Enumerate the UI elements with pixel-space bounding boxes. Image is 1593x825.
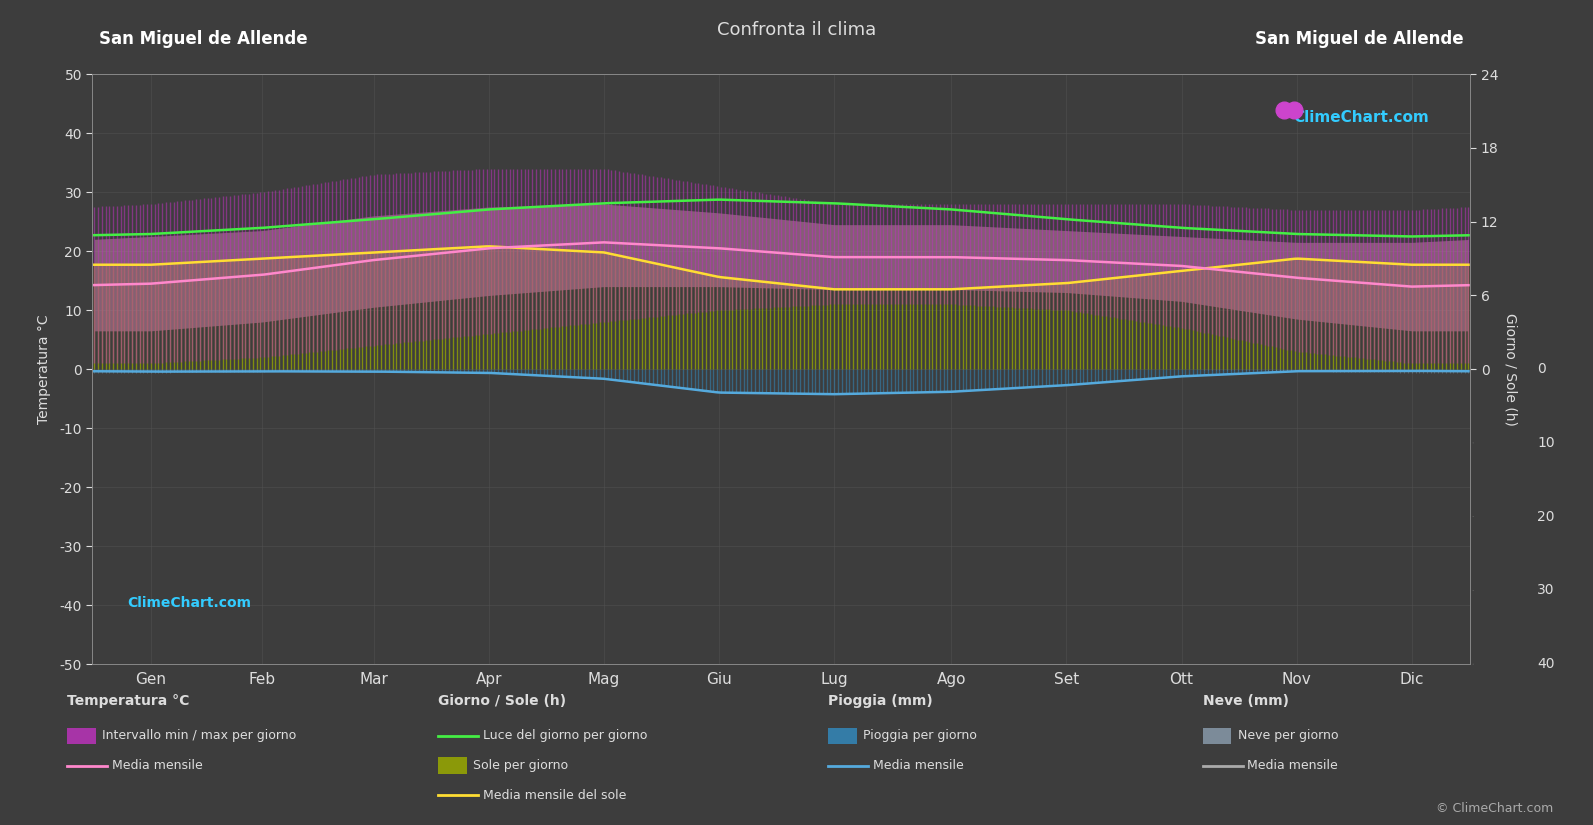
Text: © ClimeChart.com: © ClimeChart.com: [1435, 802, 1553, 815]
Text: Media mensile del sole: Media mensile del sole: [483, 789, 626, 802]
Text: San Miguel de Allende: San Miguel de Allende: [99, 30, 307, 48]
Text: Media mensile: Media mensile: [112, 759, 202, 772]
Text: Neve per giorno: Neve per giorno: [1238, 729, 1338, 742]
Text: Pioggia per giorno: Pioggia per giorno: [863, 729, 977, 742]
Text: Intervallo min / max per giorno: Intervallo min / max per giorno: [102, 729, 296, 742]
Text: Media mensile: Media mensile: [873, 759, 964, 772]
Y-axis label: Giorno / Sole (h): Giorno / Sole (h): [1504, 313, 1518, 426]
Text: 20: 20: [1537, 510, 1555, 524]
Text: 0: 0: [1537, 362, 1545, 376]
Text: Giorno / Sole (h): Giorno / Sole (h): [438, 695, 566, 709]
Text: ClimeChart.com: ClimeChart.com: [127, 596, 250, 610]
Text: Temperatura °C: Temperatura °C: [67, 695, 190, 709]
Text: Neve (mm): Neve (mm): [1203, 695, 1289, 709]
Text: Sole per giorno: Sole per giorno: [473, 759, 569, 772]
Text: San Miguel de Allende: San Miguel de Allende: [1255, 30, 1464, 48]
Text: 40: 40: [1537, 658, 1555, 671]
Y-axis label: Temperatura °C: Temperatura °C: [37, 314, 51, 424]
Text: Pioggia (mm): Pioggia (mm): [828, 695, 933, 709]
Text: Confronta il clima: Confronta il clima: [717, 21, 876, 39]
Text: 30: 30: [1537, 583, 1555, 597]
Text: 10: 10: [1537, 436, 1555, 450]
Text: ClimeChart.com: ClimeChart.com: [1294, 110, 1429, 125]
Text: Luce del giorno per giorno: Luce del giorno per giorno: [483, 729, 647, 742]
Text: Media mensile: Media mensile: [1247, 759, 1338, 772]
